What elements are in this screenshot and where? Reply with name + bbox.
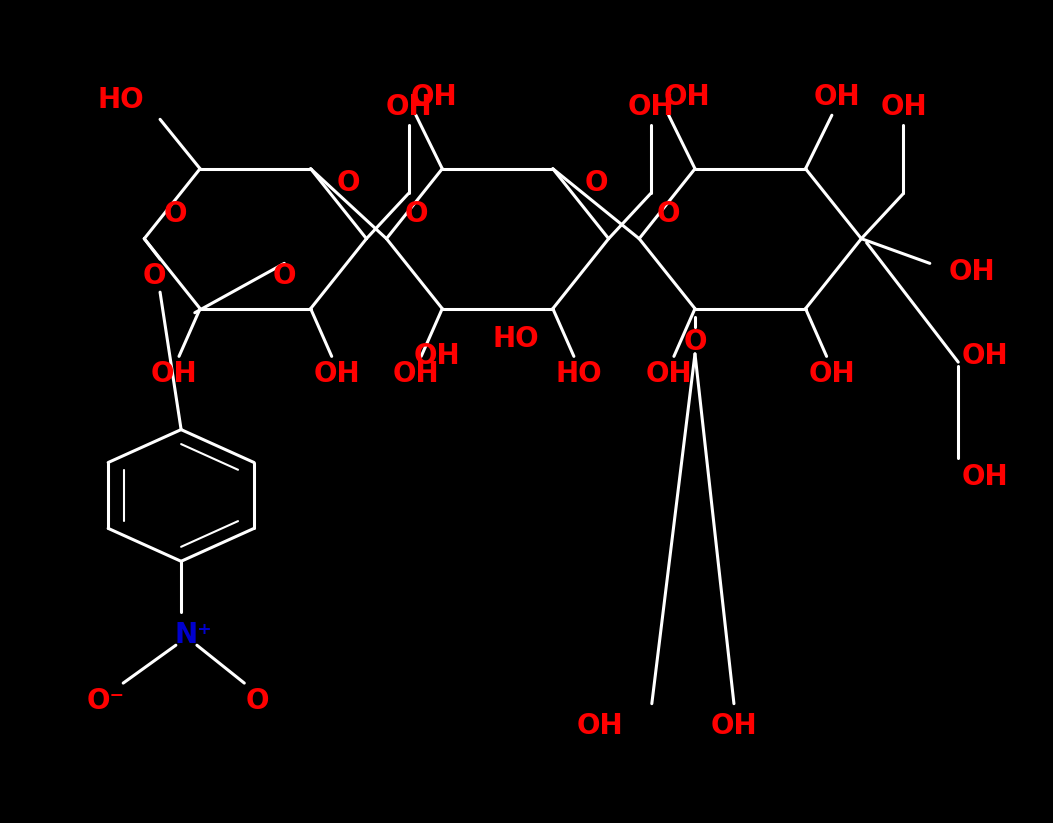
Text: OH: OH <box>393 360 439 388</box>
Text: O: O <box>404 200 428 228</box>
Text: O: O <box>657 200 680 228</box>
Text: OH: OH <box>314 360 360 388</box>
Text: O: O <box>683 328 707 356</box>
Text: O: O <box>273 262 296 290</box>
Text: HO: HO <box>556 360 602 388</box>
Text: OH: OH <box>151 360 197 388</box>
Text: OH: OH <box>961 342 1008 370</box>
Text: HO: HO <box>98 86 144 114</box>
Text: O⁻: O⁻ <box>86 687 124 715</box>
Text: OH: OH <box>949 258 995 286</box>
Text: OH: OH <box>414 342 460 370</box>
Text: O: O <box>337 169 360 198</box>
Text: OH: OH <box>385 93 432 121</box>
Text: O: O <box>143 262 166 290</box>
Text: OH: OH <box>814 83 860 111</box>
Text: HO: HO <box>493 325 539 353</box>
Text: N⁺: N⁺ <box>175 621 213 649</box>
Text: OH: OH <box>577 712 623 740</box>
Text: OH: OH <box>961 463 1008 491</box>
Text: OH: OH <box>628 93 674 121</box>
Text: OH: OH <box>411 83 457 111</box>
Text: OH: OH <box>809 360 855 388</box>
Text: OH: OH <box>880 93 927 121</box>
Text: O: O <box>584 169 608 198</box>
Text: OH: OH <box>645 360 692 388</box>
Text: OH: OH <box>663 83 710 111</box>
Text: OH: OH <box>711 712 757 740</box>
Text: O: O <box>245 687 269 715</box>
Text: O: O <box>164 200 187 228</box>
